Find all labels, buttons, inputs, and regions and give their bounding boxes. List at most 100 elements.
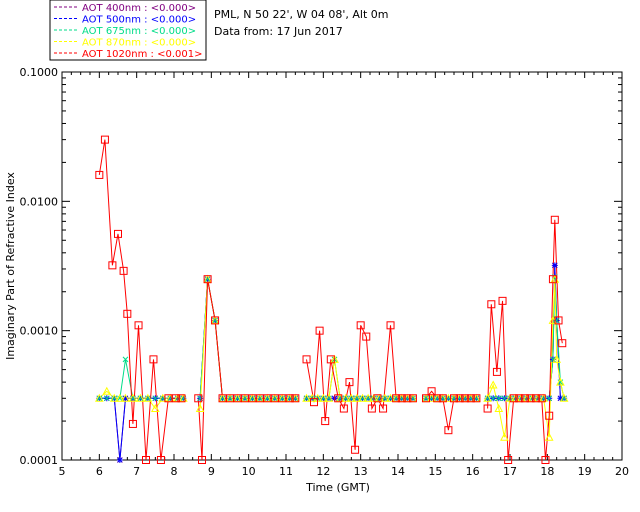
data-point-marker [544, 432, 554, 441]
data-point-marker [326, 355, 335, 364]
data-point-marker [271, 395, 278, 402]
data-point-marker [102, 386, 112, 395]
data-point-marker [403, 394, 412, 403]
legend-entry: AOT 675nm : <0.000> [82, 26, 196, 37]
legend-entry: AOT 500nm : <0.000> [82, 15, 196, 26]
data-point-marker [326, 395, 332, 402]
data-point-marker [116, 457, 123, 463]
data-point-marker [310, 398, 318, 407]
x-tick-label: 14 [391, 465, 405, 478]
data-point-marker [483, 404, 492, 413]
data-point-marker [122, 356, 129, 363]
data-point-marker [483, 393, 492, 402]
data-point-marker [545, 411, 554, 420]
data-point-marker [119, 266, 128, 275]
data-point-marker [227, 395, 233, 402]
y-tick-label: 0.0010 [20, 325, 59, 338]
data-point-marker [466, 394, 475, 403]
data-point-marker [509, 394, 518, 403]
data-point-marker [122, 395, 129, 402]
data-point-marker [100, 135, 109, 144]
data-point-marker [550, 215, 559, 224]
data-point-marker [397, 394, 406, 403]
data-point-marker [484, 395, 491, 402]
data-point-marker [318, 393, 328, 402]
data-point-marker [103, 395, 110, 402]
y-tick-label: 0.0100 [20, 195, 59, 208]
data-point-marker [303, 395, 310, 402]
data-point-marker [537, 394, 546, 403]
data-point-marker [264, 395, 271, 402]
data-point-marker [123, 309, 132, 318]
data-point-marker [156, 456, 165, 464]
data-point-marker [498, 296, 507, 305]
data-point-marker [114, 229, 122, 238]
legend-entry: AOT 400nm : <0.000> [82, 3, 196, 14]
data-point-marker [198, 456, 206, 464]
data-point-marker [541, 456, 550, 464]
data-point-marker [379, 404, 388, 413]
x-tick-label: 11 [279, 465, 293, 478]
data-point-marker [352, 393, 362, 402]
data-point-marker [423, 395, 429, 402]
data-point-marker [203, 275, 212, 284]
data-point-marker [121, 393, 130, 402]
data-point-marker [285, 394, 294, 403]
data-point-marker [356, 321, 365, 330]
data-point-marker [212, 317, 218, 324]
data-point-marker [95, 170, 104, 179]
data-point-marker [115, 393, 125, 402]
data-point-marker [380, 393, 390, 402]
data-point-marker [194, 394, 203, 403]
x-tick-label: 12 [316, 465, 330, 478]
data-point-marker [359, 395, 366, 402]
data-point-marker [150, 403, 160, 413]
data-point-marker [211, 316, 220, 325]
data-point-marker [548, 275, 557, 284]
data-point-marker [488, 380, 498, 389]
data-point-marker [501, 395, 508, 402]
data-point-marker [320, 395, 327, 402]
data-point-marker [137, 395, 144, 402]
data-point-marker [550, 356, 556, 363]
data-point-marker [145, 395, 151, 402]
y-axis-label: Imaginary Part of Refractive Index [4, 172, 17, 360]
data-point-marker [136, 393, 145, 402]
data-point-marker [134, 321, 143, 330]
x-tick-label: 9 [208, 465, 215, 478]
data-point-marker [291, 394, 300, 403]
data-point-marker [438, 394, 447, 403]
data-point-marker [348, 395, 355, 402]
data-point-marker [345, 378, 354, 387]
data-point-marker [257, 395, 263, 402]
data-point-marker [346, 393, 356, 402]
data-point-marker [354, 395, 360, 402]
data-point-marker [495, 395, 502, 402]
legend-entry: AOT 1020nm : <0.001> [82, 49, 202, 60]
data-point-marker [234, 395, 241, 402]
data-point-marker [249, 395, 256, 402]
data-point-marker [487, 300, 496, 309]
data-point-marker [351, 445, 360, 454]
data-point-marker [195, 403, 205, 413]
data-point-marker [532, 394, 541, 403]
data-point-marker [386, 321, 395, 330]
data-point-marker [408, 394, 417, 403]
x-tick-label: 15 [428, 465, 442, 478]
data-point-marker [143, 393, 153, 402]
data-point-marker [526, 394, 535, 403]
data-point-marker [152, 395, 159, 402]
legend: AOT 400nm : <0.000>AOT 500nm : <0.000>AO… [54, 3, 202, 60]
x-tick-label: 8 [171, 465, 178, 478]
data-point-marker [515, 394, 524, 403]
data-point-marker [149, 355, 158, 364]
data-point-marker [130, 395, 136, 402]
data-point-marker [557, 379, 564, 385]
data-point-marker [117, 395, 123, 402]
x-tick-label: 20 [615, 465, 629, 478]
data-point-marker [142, 456, 150, 464]
data-point-marker [324, 393, 334, 402]
data-point-marker [382, 395, 388, 402]
data-point-marker [128, 393, 138, 402]
